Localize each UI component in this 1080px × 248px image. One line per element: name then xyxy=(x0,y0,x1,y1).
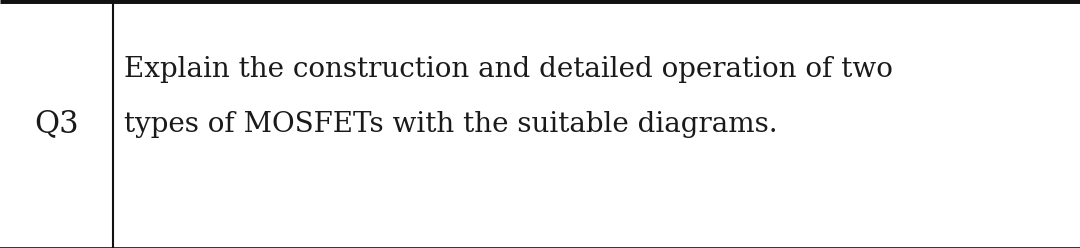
Text: types of MOSFETs with the suitable diagrams.: types of MOSFETs with the suitable diagr… xyxy=(124,111,778,137)
Text: Q3: Q3 xyxy=(33,109,79,139)
Text: Explain the construction and detailed operation of two: Explain the construction and detailed op… xyxy=(124,56,893,83)
